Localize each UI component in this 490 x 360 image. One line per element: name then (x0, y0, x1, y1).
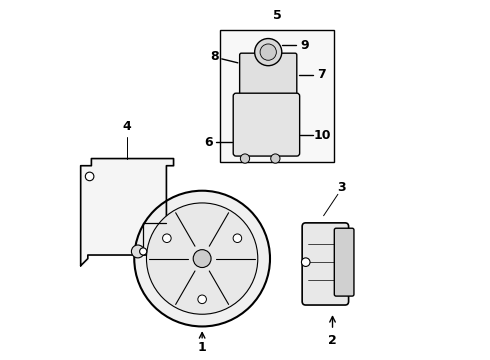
Circle shape (140, 248, 147, 255)
Text: 9: 9 (301, 39, 309, 52)
Text: 8: 8 (210, 50, 219, 63)
Circle shape (241, 154, 249, 163)
Circle shape (198, 295, 206, 303)
FancyBboxPatch shape (233, 93, 300, 156)
Circle shape (147, 203, 258, 314)
Text: 3: 3 (337, 181, 346, 194)
Text: 10: 10 (314, 129, 331, 142)
Circle shape (193, 249, 211, 267)
Circle shape (134, 191, 270, 327)
Text: 4: 4 (122, 120, 131, 133)
Circle shape (260, 44, 276, 60)
Circle shape (163, 234, 171, 243)
Circle shape (85, 172, 94, 181)
Bar (220, 30, 334, 162)
Text: 1: 1 (198, 341, 206, 354)
Circle shape (131, 245, 144, 258)
FancyBboxPatch shape (240, 53, 297, 96)
Circle shape (233, 234, 242, 243)
Circle shape (301, 258, 310, 266)
Text: 2: 2 (328, 334, 337, 347)
Circle shape (270, 154, 280, 163)
Text: 5: 5 (273, 9, 282, 22)
Text: 7: 7 (318, 68, 326, 81)
Circle shape (255, 39, 282, 66)
FancyBboxPatch shape (302, 223, 348, 305)
Text: 6: 6 (204, 136, 213, 149)
FancyBboxPatch shape (334, 228, 354, 296)
Polygon shape (81, 158, 173, 266)
